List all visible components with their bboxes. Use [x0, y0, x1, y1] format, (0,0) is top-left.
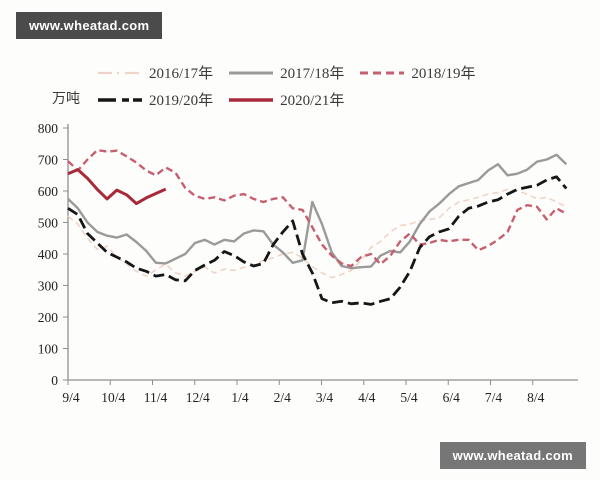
legend-label: 2020/21年 — [280, 93, 345, 109]
legend-swatch-icon — [98, 97, 142, 102]
x-tick-label: 12/4 — [186, 390, 210, 405]
series-line-2017/18年 — [67, 153, 568, 270]
legend-label: 2019/20年 — [149, 93, 214, 109]
x-tick-label: 6/4 — [443, 390, 461, 405]
legend-swatch-icon — [229, 97, 274, 102]
x-tick-label: 5/4 — [400, 390, 418, 405]
y-tick-label: 500 — [38, 216, 59, 231]
series-line-2020/21年 — [67, 168, 167, 206]
y-tick-label: 100 — [38, 342, 59, 357]
series-line-2019/20年 — [67, 175, 568, 306]
legend-label: 2016/17年 — [149, 66, 214, 82]
legend-item-2017/18年: 2017/18年 — [227, 62, 344, 83]
x-tick-label: 1/4 — [231, 390, 249, 405]
legend-label: 2017/18年 — [280, 66, 345, 82]
y-tick-label: 800 — [38, 121, 59, 136]
x-tick-label: 3/4 — [316, 390, 334, 405]
legend-item-2019/20年: 2019/20年 — [96, 89, 213, 110]
x-tick-label: 4/4 — [358, 390, 376, 405]
y-tick-label: 0 — [51, 373, 58, 388]
x-tick-label: 10/4 — [101, 390, 125, 405]
chart-legend: 2016/17年 2017/18年 2018/19年 2019/20年 2020/21年 — [96, 62, 516, 110]
legend-item-2016/17年: 2016/17年 — [96, 62, 213, 83]
legend-swatch-icon — [360, 71, 405, 74]
x-tick-label: 2/4 — [274, 390, 292, 405]
watermark-top: www.wheatad.com — [16, 12, 163, 39]
y-tick-label: 600 — [38, 184, 59, 199]
x-tick-label: 7/4 — [485, 390, 503, 405]
legend-swatch-icon — [98, 71, 142, 74]
legend-swatch-icon — [229, 71, 274, 74]
x-tick-label: 9/4 — [62, 390, 80, 405]
x-tick-label: 8/4 — [527, 390, 545, 405]
y-tick-label: 200 — [38, 310, 59, 325]
series-line-2016/17年 — [67, 188, 567, 279]
y-axis-unit-label: 万吨 — [52, 92, 80, 107]
legend-label: 2018/19年 — [411, 66, 476, 82]
series-line-2018/19年 — [67, 148, 567, 268]
y-tick-label: 400 — [38, 247, 59, 262]
watermark-bottom: www.wheatad.com — [439, 442, 586, 469]
y-tick-label: 300 — [38, 279, 59, 294]
legend-item-2018/19年: 2018/19年 — [358, 62, 476, 83]
x-tick-label: 11/4 — [144, 390, 168, 405]
legend-item-2020/21年: 2020/21年 — [227, 89, 344, 110]
y-tick-label: 700 — [38, 153, 59, 168]
